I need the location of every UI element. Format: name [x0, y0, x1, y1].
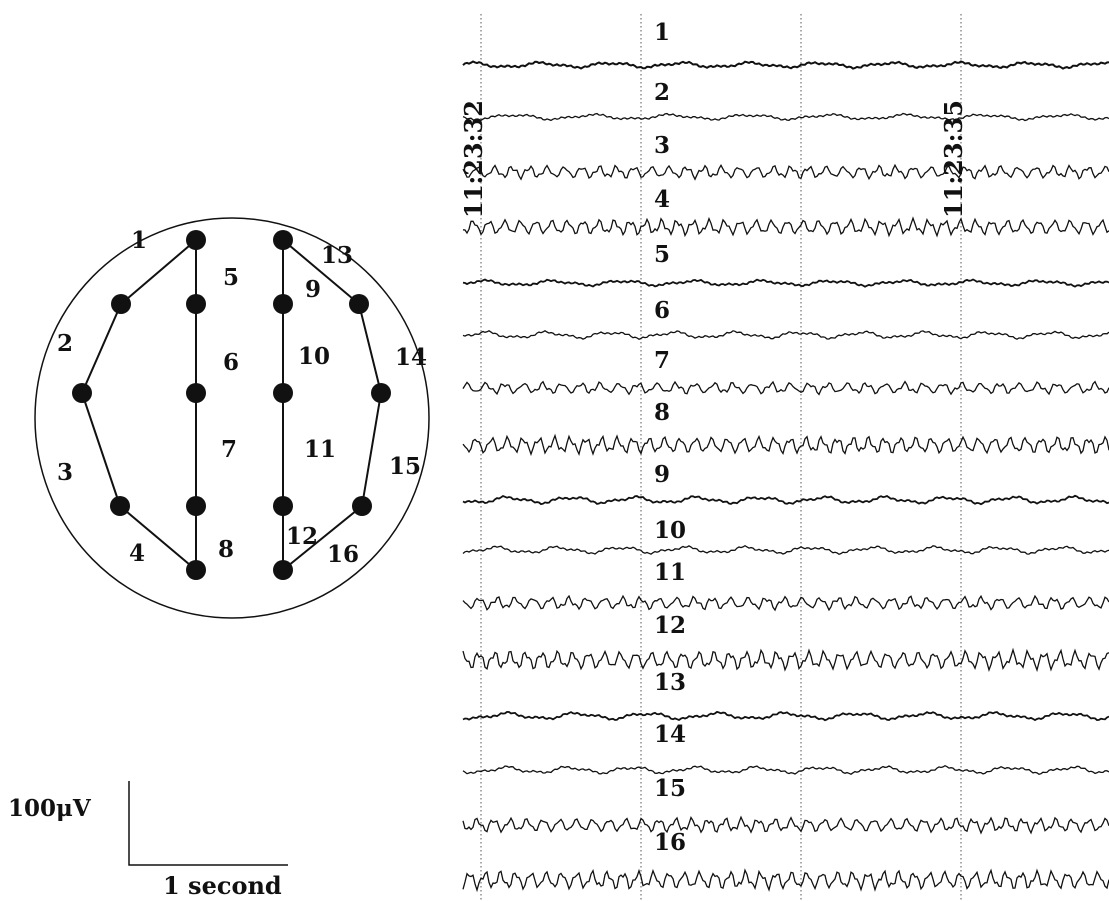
trace-label-15: 15: [654, 775, 686, 802]
eeg-trace-5: [462, 278, 1109, 288]
electrode: [349, 294, 369, 314]
electrode: [110, 496, 130, 516]
electrode: [352, 496, 372, 516]
eeg-trace-11: [462, 594, 1109, 612]
montage-label-10: 10: [298, 343, 330, 370]
trace-label-4: 4: [654, 186, 670, 213]
electrode: [186, 294, 206, 314]
head-outline: [34, 217, 430, 619]
electrode: [186, 230, 206, 250]
montage-label-7: 7: [221, 436, 237, 463]
time-marker-start: 11:23:32: [459, 100, 488, 218]
electrode: [273, 230, 293, 250]
trace-label-7: 7: [654, 347, 670, 374]
trace-label-8: 8: [654, 399, 670, 426]
eeg-trace-16: [462, 868, 1109, 893]
trace-label-1: 1: [654, 19, 670, 46]
eeg-trace-8: [462, 433, 1109, 457]
scale-bar: 100μV 1 second: [8, 781, 288, 900]
trace-label-3: 3: [654, 132, 670, 159]
eeg-trace-13: [462, 710, 1109, 722]
eeg-trace-10: [462, 544, 1109, 556]
trace-label-12: 12: [654, 612, 686, 639]
montage-label-1: 1: [131, 227, 147, 254]
electrode: [186, 560, 206, 580]
montage-label-8: 8: [218, 536, 234, 563]
montage-label-12: 12: [286, 523, 318, 550]
montage-label-6: 6: [223, 349, 239, 376]
montage-label-4: 4: [129, 540, 145, 567]
trace-label-2: 2: [654, 79, 670, 106]
eeg-trace-6: [462, 330, 1109, 341]
time-marker-end: 11:23:35: [939, 100, 968, 218]
trace-label-10: 10: [654, 517, 686, 544]
scale-bar-lines: [128, 781, 288, 866]
electrode: [72, 383, 92, 403]
electrode: [273, 294, 293, 314]
montage-label-15: 15: [389, 453, 421, 480]
eeg-trace-12: [462, 647, 1109, 673]
electrode: [273, 496, 293, 516]
eeg-trace-15: [462, 815, 1109, 835]
trace-label-6: 6: [654, 297, 670, 324]
trace-label-5: 5: [654, 241, 670, 268]
montage-label-9: 9: [305, 276, 321, 303]
trace-label-13: 13: [654, 669, 686, 696]
montage-label-3: 3: [57, 459, 73, 486]
left-temporal-chain: [80, 239, 197, 571]
trace-label-16: 16: [654, 829, 686, 856]
electrode: [186, 496, 206, 516]
eeg-trace-1: [462, 60, 1109, 70]
montage-channel-labels: 1 2 3 4 5 6 7 8 9 10 11 12 13 14 15 16: [57, 227, 427, 568]
eeg-trace-14: [462, 764, 1109, 776]
electrode: [371, 383, 391, 403]
eeg-trace-2: [462, 112, 1109, 122]
electrode: [273, 560, 293, 580]
montage-label-14: 14: [395, 344, 427, 371]
montage-label-16: 16: [327, 541, 359, 568]
eeg-trace-7: [462, 380, 1109, 396]
eeg-trace-panel: 1 2 3 4 5 6 7 8 9 10 11 12 13 14 15 16 1…: [459, 14, 1109, 901]
electrode-montage-diagram: 1 2 3 4 5 6 7 8 9 10 11 12 13 14 15 16: [34, 217, 430, 619]
trace-label-9: 9: [654, 461, 670, 488]
eeg-traces: [462, 60, 1109, 893]
trace-label-14: 14: [654, 721, 686, 748]
trace-labels: 1 2 3 4 5 6 7 8 9 10 11 12 13 14 15 16: [654, 19, 686, 856]
right-temporal-chain: [282, 239, 383, 571]
scale-time-label: 1 second: [163, 871, 282, 900]
montage-label-11: 11: [304, 436, 336, 463]
eeg-trace-3: [462, 163, 1109, 181]
montage-label-13: 13: [321, 242, 353, 269]
scale-amplitude-label: 100μV: [8, 795, 92, 822]
electrode: [111, 294, 131, 314]
eeg-trace-9: [462, 494, 1109, 506]
eeg-trace-4: [462, 216, 1109, 238]
electrode: [273, 383, 293, 403]
electrode: [186, 383, 206, 403]
montage-label-5: 5: [223, 264, 239, 291]
electrodes: [72, 230, 391, 580]
time-gridlines: [480, 14, 962, 901]
montage-label-2: 2: [57, 330, 73, 357]
trace-label-11: 11: [654, 559, 686, 586]
